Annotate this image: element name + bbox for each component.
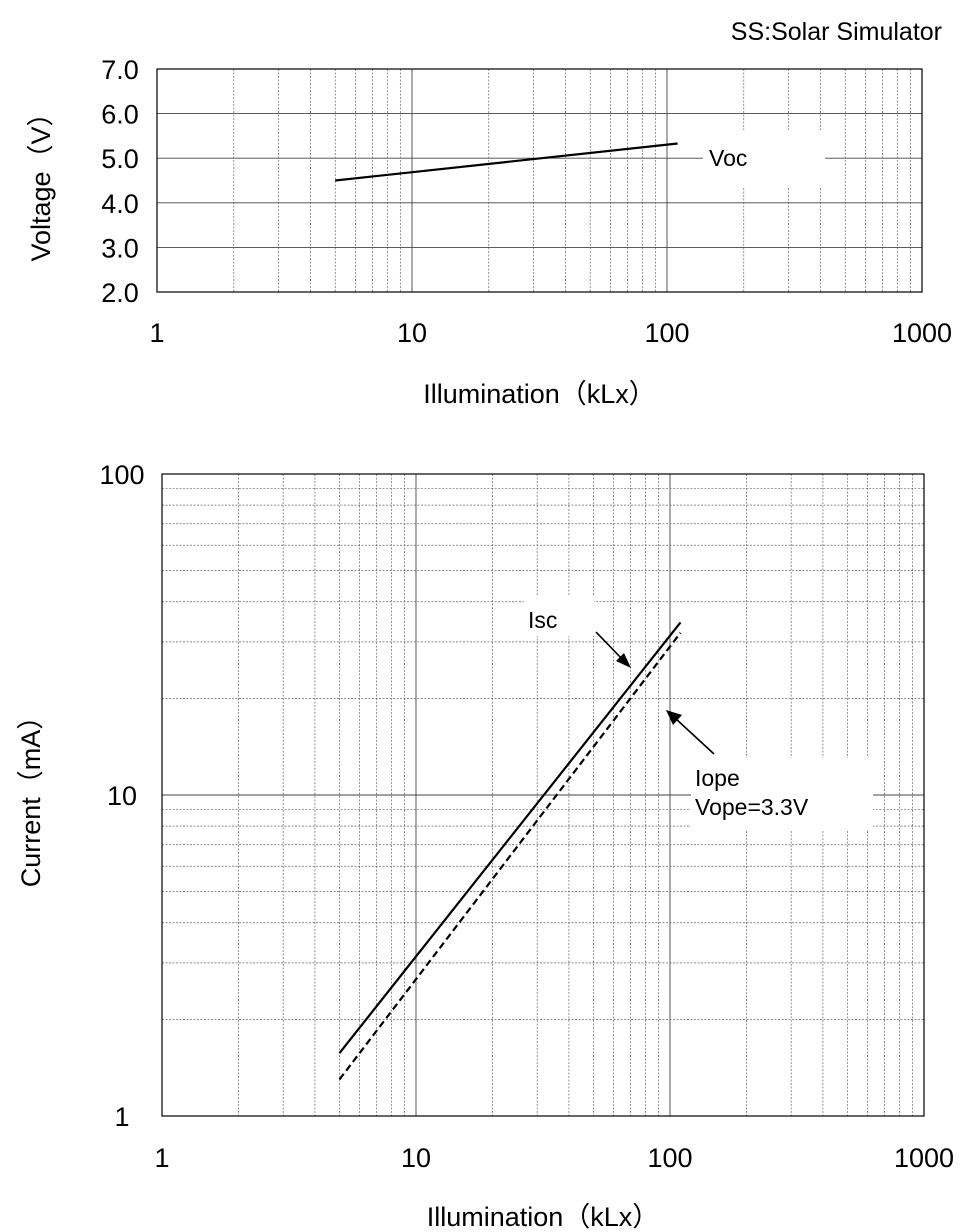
simulator-note: SS:Solar Simulator [731, 18, 942, 46]
iope-arrowhead [666, 710, 682, 725]
x-tick-label: 1 [154, 1143, 169, 1173]
isc-arrowhead [616, 653, 631, 668]
x-tick-label: 1 [149, 318, 164, 348]
voltage-x-axis-title: Illumination（kLx） [423, 379, 656, 409]
isc-arrow-line [595, 631, 625, 662]
iope-label: Iope [695, 765, 740, 791]
current-x-axis-title: Illumination（kLx） [427, 1202, 660, 1232]
voltage-y-axis-title: Voltage（V） [26, 99, 56, 261]
y-tick-label: 5.0 [101, 144, 139, 174]
y-tick-label: 2.0 [101, 278, 139, 308]
x-tick-label: 10 [401, 1143, 431, 1173]
voltage-series [335, 142, 678, 182]
x-tick-label: 1000 [892, 318, 952, 348]
series-line-iope [338, 632, 682, 1081]
voltage-x-tick-labels: 1 10 100 1000 [149, 318, 952, 348]
current-grid [162, 474, 924, 1116]
y-tick-label: 6.0 [101, 100, 139, 130]
voltage-chart: Voc 7.0 6.0 5.0 4.0 3.0 2.0 1 10 100 1000 Illumi… [26, 55, 952, 409]
current-y-tick-labels: 100 10 1 [99, 460, 144, 1132]
current-x-tick-labels: 1 10 100 1000 [154, 1143, 954, 1173]
current-plot-frame [161, 473, 925, 1117]
series-line-voc [335, 142, 678, 182]
iope-label-box [691, 758, 873, 830]
y-tick-label: 7.0 [101, 55, 139, 85]
iope-arrow-line [674, 717, 715, 755]
isc-label-box [524, 596, 594, 636]
y-tick-label: 100 [99, 460, 144, 490]
x-tick-label: 10 [397, 318, 427, 348]
series-line-isc [338, 621, 682, 1054]
voltage-plot-frame [156, 68, 923, 293]
current-series [338, 621, 682, 1081]
current-y-axis-title: Current（mA） [16, 703, 46, 888]
x-tick-label: 1000 [894, 1143, 954, 1173]
x-tick-label: 100 [647, 1143, 692, 1173]
voltage-y-tick-labels: 7.0 6.0 5.0 4.0 3.0 2.0 [101, 55, 139, 308]
voc-label: Voc [709, 145, 747, 171]
vope-label: Vope=3.3V [695, 794, 809, 820]
y-tick-label: 3.0 [101, 233, 139, 263]
current-chart: Isc Iope Vope=3.3V 100 10 1 1 10 100 1000 Illum… [16, 460, 954, 1232]
isc-label: Isc [528, 607, 557, 633]
y-tick-label: 1 [114, 1102, 129, 1132]
voc-label-box [703, 130, 825, 188]
current-annotations: Isc Iope Vope=3.3V [524, 596, 873, 830]
x-tick-label: 100 [644, 318, 689, 348]
voltage-annotations: Voc [703, 130, 825, 188]
y-tick-label: 10 [107, 781, 137, 811]
y-tick-label: 4.0 [101, 189, 139, 219]
